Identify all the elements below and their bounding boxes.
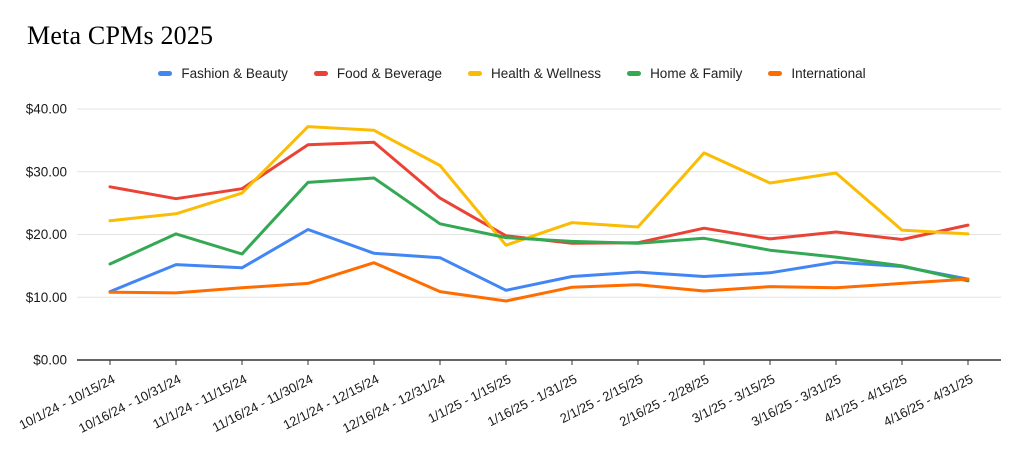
legend-item-health-wellness: Health & Wellness [468,66,601,81]
legend-label: Home & Family [650,66,743,81]
legend-swatch-icon [158,71,173,76]
y-axis-tick-label: $10.00 [26,290,67,305]
legend-item-international: International [768,66,866,81]
legend-swatch-icon [313,71,328,76]
legend-swatch-icon [468,71,482,76]
series-line-home-family [108,176,970,283]
legend-swatch-icon [627,71,642,76]
series-line-health-wellness [108,125,970,247]
legend-label: Fashion & Beauty [181,66,288,81]
y-axis-tick-label: $0.00 [33,353,67,368]
series-line-fashion-beauty [108,228,970,294]
legend-item-food-beverage: Food & Beverage [313,66,442,81]
chart-legend: Fashion & Beauty Food & Beverage Health … [0,66,1024,81]
chart-title: Meta CPMs 2025 [27,21,214,50]
legend-item-fashion-beauty: Fashion & Beauty [158,66,288,81]
legend-swatch-icon [768,71,783,76]
y-axis-tick-label: $20.00 [26,227,67,242]
y-axis-tick-label: $30.00 [26,164,67,179]
legend-item-home-family: Home & Family [627,66,742,81]
y-axis-tick-label: $40.00 [26,102,67,117]
legend-label: Food & Beverage [336,66,442,81]
series-line-international [108,261,970,303]
legend-label: International [791,66,866,81]
legend-label: Health & Wellness [491,66,602,81]
